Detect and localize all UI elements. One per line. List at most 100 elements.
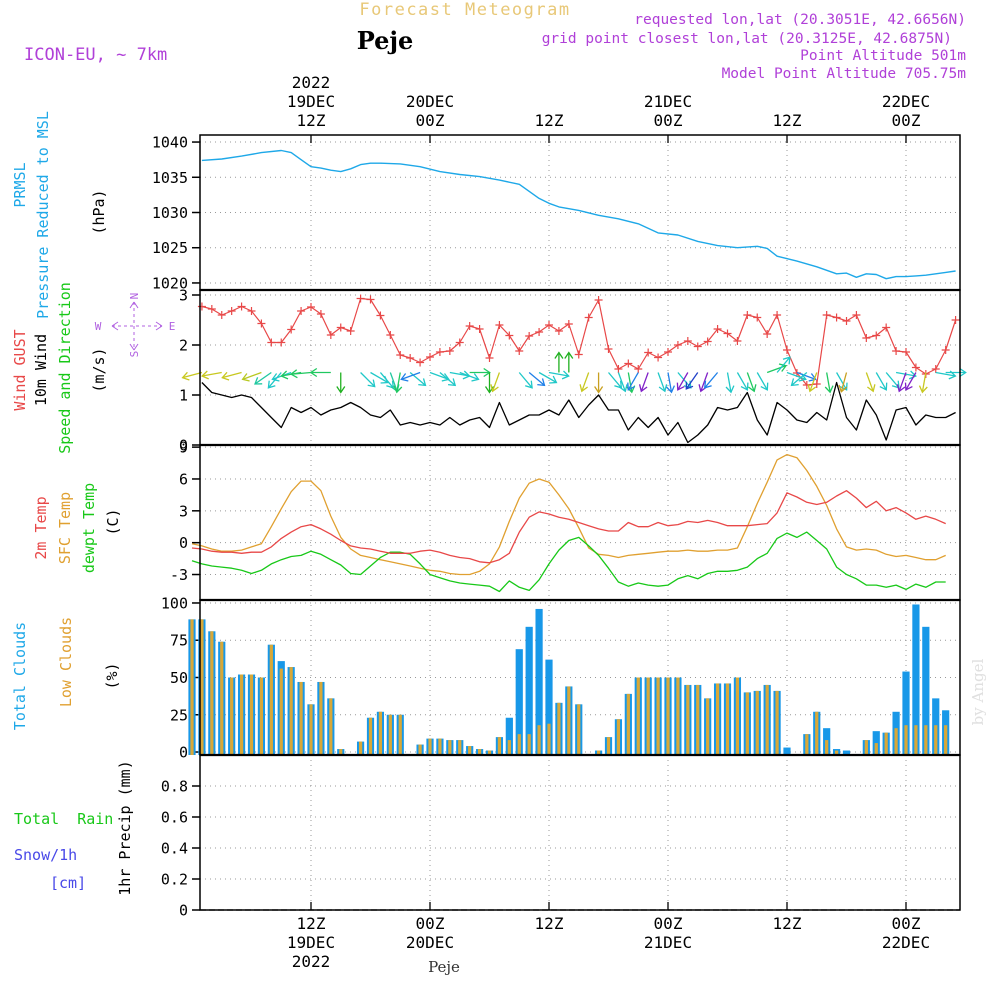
y-tick-label: 0	[179, 744, 188, 762]
y-tick-label: 0	[179, 902, 188, 920]
wind-arrow-head-icon	[627, 382, 635, 391]
wind-arrow-shaft	[491, 372, 501, 392]
y-tick-label: 0	[179, 534, 188, 552]
wind-direction-arrow	[896, 372, 907, 393]
precip-axis-label: 1hr Precip (mm)	[116, 760, 134, 895]
wind-gust-marker	[287, 325, 296, 334]
wind-direction-arrow	[685, 372, 699, 390]
low-clouds-bar	[487, 750, 492, 755]
low-clouds-bar	[319, 681, 323, 755]
wind-gust-marker	[535, 328, 544, 336]
wind-arrow-head-icon	[537, 378, 546, 387]
wind-gust-marker	[396, 351, 405, 359]
wind-arrow-head-icon	[638, 384, 648, 393]
wind-gust-marker	[644, 348, 653, 357]
low-clouds-bar	[438, 738, 442, 755]
wind-arrow-shaft	[429, 371, 450, 380]
wind-arrow-head-icon	[200, 370, 209, 380]
low-clouds-bar	[259, 677, 264, 755]
wind-arrow-shaft	[518, 372, 533, 389]
low-clouds-bar	[388, 714, 392, 755]
wind-gust-marker	[326, 331, 335, 339]
wind-gust-marker	[346, 327, 355, 335]
wind-arrow-head-icon	[561, 370, 570, 380]
wind-arrow-head-icon	[271, 373, 280, 382]
clouds-total-label: Total Clouds	[11, 622, 29, 730]
bottom-time-label: 12Z	[535, 914, 564, 933]
low-clouds-bar	[864, 740, 868, 755]
low-clouds-bar	[468, 746, 472, 755]
pressure-label-2: Pressure Reduced to MSL	[34, 111, 52, 319]
low-clouds-bar	[239, 674, 244, 755]
plot-area: 102010251030103510400123-303690255075100…	[152, 73, 967, 971]
wind-direction-arrow	[200, 370, 222, 380]
temp-2m-series-line	[191, 490, 946, 564]
total-clouds-bar	[842, 750, 851, 755]
low-clouds-bar	[696, 684, 700, 755]
wind-gust-marker	[207, 305, 216, 313]
wind-arrow-shaft	[826, 372, 831, 393]
wind-gust-marker	[723, 329, 732, 338]
low-clouds-bar	[458, 740, 462, 755]
wind-gust-marker	[316, 310, 325, 318]
wind-direction-arrow	[564, 351, 574, 373]
low-clouds-bar	[914, 725, 918, 755]
wind-gust-marker	[267, 338, 276, 347]
low-clouds-bar	[557, 702, 561, 755]
wind-arrow-shaft	[667, 372, 673, 393]
wind-arrow-shaft	[389, 372, 398, 392]
low-clouds-bar	[230, 677, 234, 755]
low-clouds-bar	[378, 711, 383, 755]
low-clouds-bar	[279, 668, 283, 755]
wind-arrow-head-icon	[619, 384, 628, 393]
wind-gust-marker	[931, 365, 940, 373]
wind-arrow-shaft	[439, 372, 456, 386]
wind-arrow-head-icon	[564, 351, 574, 359]
wind-direction-arrow	[885, 372, 900, 389]
wind-direction-arrow	[393, 372, 403, 394]
wind-gust-marker	[247, 307, 256, 315]
wind-arrow-shaft	[581, 372, 590, 392]
wind-direction-arrow	[766, 363, 788, 374]
low-clouds-bar	[220, 641, 224, 755]
y-tick-label: 0.2	[161, 871, 188, 889]
top-time-label: 00Z	[416, 111, 445, 130]
low-clouds-bar	[884, 732, 888, 755]
wind-arrow-head-icon	[471, 373, 480, 382]
clouds-low-label: Low Clouds	[57, 617, 75, 707]
low-clouds-bar	[646, 677, 650, 755]
wind-gust-marker	[634, 365, 643, 373]
wind-gust-marker	[435, 348, 444, 356]
wind-gust-marker	[485, 354, 494, 362]
wind-arrow-shaft	[627, 372, 639, 391]
wind-direction-arrow	[838, 372, 848, 393]
wind-direction-arrow	[703, 372, 719, 389]
meteogram-title: Forecast Meteogram	[359, 0, 570, 20]
wind-direction-arrow	[594, 372, 604, 394]
wind-gust-marker	[743, 311, 752, 319]
total-clouds-bar	[545, 659, 553, 755]
wind-gust-label: Wind GUST	[11, 329, 29, 410]
wind-arrow-head-icon	[676, 382, 685, 391]
wind-arrow-head-icon	[790, 378, 799, 387]
y-tick-label: 6	[179, 470, 188, 488]
point-altitude: Point Altitude 501m	[800, 48, 966, 64]
bottom-time-label: 19DEC	[287, 933, 335, 952]
wind-direction-arrow	[518, 372, 533, 389]
low-clouds-bar	[448, 740, 452, 755]
low-clouds-bar	[428, 738, 432, 755]
wind-direction-arrow	[181, 371, 203, 381]
low-clouds-bar	[567, 686, 571, 755]
wind-arrow-head-icon	[666, 385, 675, 394]
compass-s-label: S	[128, 351, 141, 358]
wind-arrow-shaft	[182, 371, 203, 379]
wind-gust-marker	[852, 311, 861, 319]
wind-arrow-head-icon	[289, 369, 298, 379]
sfc-temp-series-line	[191, 453, 946, 576]
y-tick-label: 25	[170, 706, 188, 724]
low-clouds-bar	[745, 692, 749, 755]
wind-arrow-shaft	[657, 372, 666, 392]
y-tick-label: 1040	[152, 134, 188, 152]
wind-direction-arrow	[360, 372, 376, 388]
